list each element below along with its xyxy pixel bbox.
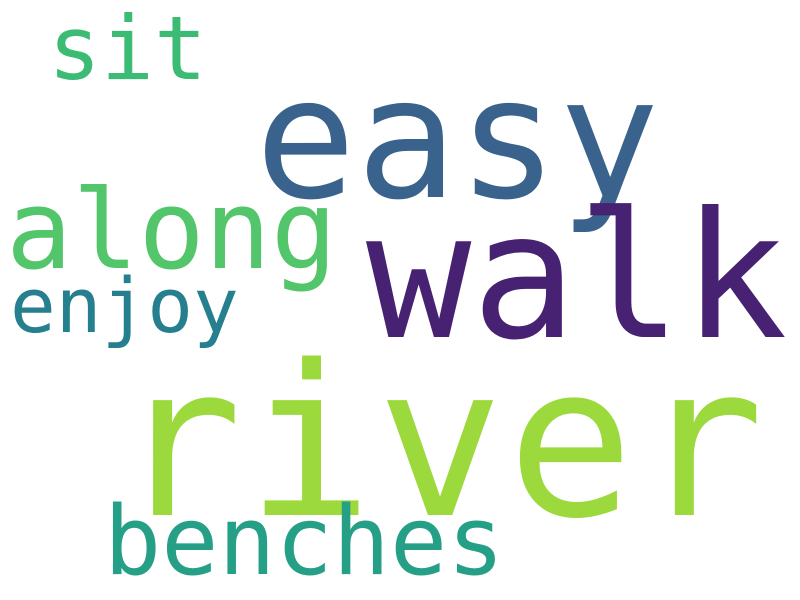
word-easy: easy [255,41,660,237]
word-sit: sit [48,0,207,100]
word-along: along [6,166,338,294]
word-enjoy: enjoy [10,261,239,350]
word-river: river [116,320,769,565]
word-benches: benches [104,487,505,597]
word-walk: walk [366,176,788,379]
